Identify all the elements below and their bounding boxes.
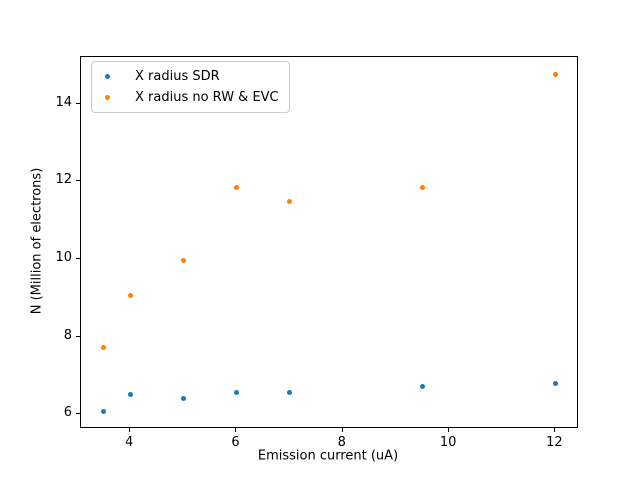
y-tick-label: 6	[63, 405, 72, 421]
legend-marker-no-rw-evc-icon	[104, 95, 110, 100]
scatter-point	[233, 184, 239, 190]
scatter-point	[420, 184, 426, 190]
y-tick-label: 12	[55, 172, 72, 188]
x-tick-mark	[448, 428, 450, 432]
y-tick-label: 10	[55, 249, 72, 265]
scatter-point	[287, 199, 293, 205]
x-tick-label: 10	[439, 435, 457, 450]
scatter-point	[180, 258, 186, 264]
legend-item-no-rw-evc: X radius no RW & EVC	[92, 87, 279, 108]
y-tick-mark	[76, 180, 80, 182]
scatter-point	[101, 344, 107, 350]
legend: X radius SDR X radius no RW & EVC	[91, 61, 290, 113]
legend-marker-sdr-icon	[104, 74, 110, 79]
x-tick-mark	[129, 428, 131, 432]
legend-label-no-rw-evc: X radius no RW & EVC	[135, 90, 279, 105]
scatter-point	[127, 392, 133, 398]
y-tick-mark	[76, 102, 80, 104]
x-tick-mark	[554, 428, 556, 432]
scatter-point	[420, 384, 426, 390]
legend-label-sdr: X radius SDR	[135, 69, 220, 84]
scatter-points-layer	[81, 57, 577, 427]
x-tick-label: 8	[337, 435, 346, 450]
y-tick-mark	[76, 257, 80, 259]
scatter-point	[233, 390, 239, 396]
x-tick-label: 12	[546, 435, 563, 450]
x-tick-label: 4	[125, 435, 134, 450]
legend-marker-cell	[92, 95, 122, 100]
y-tick-mark	[76, 413, 80, 415]
scatter-point	[127, 292, 133, 298]
y-tick-mark	[76, 335, 80, 337]
x-tick-mark	[235, 428, 237, 432]
y-tick-label: 14	[55, 94, 72, 110]
scatter-point	[287, 390, 293, 396]
plot-area: X radius SDR X radius no RW & EVC	[80, 56, 578, 428]
scatter-point	[101, 408, 107, 414]
legend-marker-cell	[92, 74, 122, 79]
scatter-point	[552, 71, 558, 77]
scatter-point	[180, 396, 186, 402]
scatter-point	[552, 380, 558, 386]
legend-item-sdr: X radius SDR	[92, 66, 279, 87]
y-axis-label: N (Million of electrons)	[29, 167, 45, 315]
x-tick-mark	[341, 428, 343, 432]
y-tick-label: 8	[63, 327, 72, 343]
x-axis-label: Emission current (uA)	[257, 448, 399, 464]
x-tick-label: 6	[231, 435, 240, 450]
